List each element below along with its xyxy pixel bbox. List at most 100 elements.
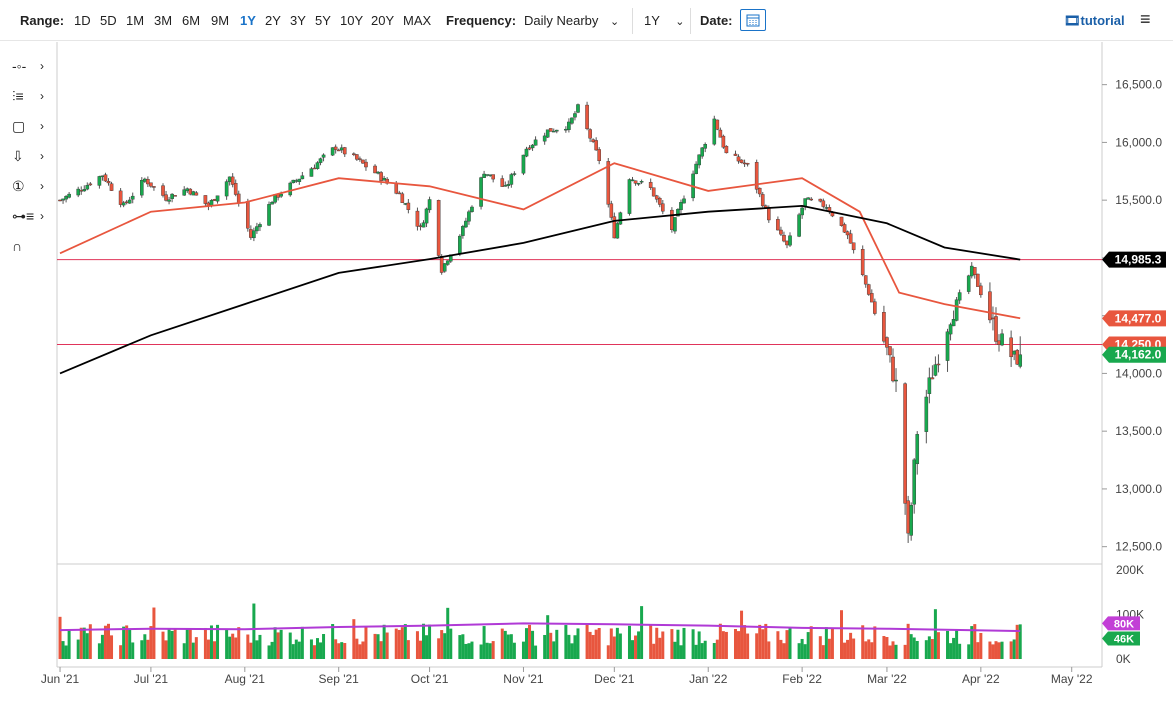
volume-bar — [700, 643, 704, 659]
tutorial-link[interactable]: 🎞︎tutorial — [1064, 13, 1125, 29]
candle-body — [270, 202, 274, 205]
range-button-1m[interactable]: 1M — [126, 13, 145, 28]
range-button-5y[interactable]: 5Y — [315, 13, 331, 28]
candle-body — [130, 195, 135, 200]
volume-bar — [216, 624, 220, 659]
candle-body — [948, 324, 953, 335]
candle-body — [651, 187, 656, 197]
range-button-3y[interactable]: 3Y — [290, 13, 306, 28]
measure-tool[interactable]: ⊶≡ › — [12, 208, 52, 230]
y-tick-label: 16,000.0 — [1115, 135, 1162, 149]
candle-body — [161, 185, 165, 196]
volume-bar — [843, 642, 847, 659]
period-select[interactable]: 1Y ⌄ — [644, 13, 685, 28]
volume-bar — [379, 641, 383, 659]
volume-bar — [122, 626, 126, 659]
candle-body — [882, 312, 886, 342]
range-button-20y[interactable]: 20Y — [371, 13, 395, 28]
volume-bar — [443, 633, 447, 659]
candle-body — [994, 316, 998, 342]
volume-bar — [237, 627, 241, 659]
volume-bar — [994, 641, 998, 659]
volume-bar — [585, 624, 589, 659]
volume-bar — [64, 645, 68, 659]
x-tick-label: Jan '22 — [689, 672, 728, 686]
volume-bar — [294, 639, 298, 659]
candle-body — [785, 240, 789, 246]
film-icon: 🎞︎ — [1064, 13, 1081, 28]
range-button-1d[interactable]: 1D — [74, 13, 91, 28]
x-tick-label: May '22 — [1051, 672, 1093, 686]
hamburger-icon[interactable]: ≡ — [1140, 9, 1151, 29]
candle-body — [397, 192, 402, 195]
range-button-9m[interactable]: 9M — [211, 13, 230, 28]
range-button-10y[interactable]: 10Y — [340, 13, 364, 28]
volume-bar — [800, 638, 804, 659]
candle-body — [733, 153, 738, 156]
volume-bar — [191, 642, 195, 659]
volume-bar — [891, 641, 895, 659]
candle-body — [258, 224, 262, 228]
line-tool[interactable]: -◦- › — [12, 58, 52, 80]
volume-bar — [464, 643, 468, 659]
candle-body — [745, 163, 750, 165]
volume-bar — [606, 645, 610, 659]
volume-bar — [724, 631, 728, 659]
candle-body — [294, 180, 299, 182]
volume-bar — [909, 634, 913, 659]
frequency-select[interactable]: Daily Nearby ⌄ — [524, 13, 619, 28]
candle-body — [267, 204, 271, 226]
volume-bar — [503, 630, 507, 659]
volume-bar — [273, 627, 277, 659]
candle-body — [700, 147, 704, 157]
candle-body — [851, 242, 856, 251]
arrow-tool[interactable]: ⇩ › — [12, 148, 52, 170]
rectangle-tool[interactable]: ▢ › — [12, 118, 52, 140]
volume-bar — [840, 610, 844, 659]
volume-bar — [867, 639, 871, 659]
range-button-1y[interactable]: 1Y — [240, 13, 256, 28]
candle-body — [570, 117, 574, 124]
fib-tool[interactable]: ⫶≡ › — [12, 88, 52, 110]
volume-bar — [809, 626, 813, 659]
volume-bar — [946, 630, 950, 659]
candle-body — [82, 189, 87, 192]
volume-bar — [930, 639, 934, 659]
candle-body — [618, 212, 623, 225]
annotation-tool-icon: ① — [12, 178, 25, 194]
volume-bar — [267, 645, 271, 659]
volume-bar — [385, 632, 389, 659]
price-chart[interactable]: 16,500.016,000.015,500.015,000.014,500.0… — [0, 42, 1173, 701]
candle-body — [845, 231, 850, 236]
candle-body — [736, 156, 741, 162]
candle-body — [718, 129, 723, 138]
calendar-button[interactable] — [740, 9, 766, 31]
candle-body — [233, 183, 238, 195]
range-button-2y[interactable]: 2Y — [265, 13, 281, 28]
volume-bar — [631, 640, 635, 659]
magnet-tool[interactable]: ∩ — [12, 238, 52, 260]
volume-bar — [437, 638, 441, 659]
range-button-5d[interactable]: 5D — [100, 13, 117, 28]
candle-body — [252, 230, 256, 239]
candle-body — [246, 201, 250, 229]
range-button-6m[interactable]: 6M — [182, 13, 201, 28]
volume-bar — [864, 641, 868, 659]
candle-body — [1012, 350, 1016, 355]
volume-bar — [634, 635, 638, 659]
candle-body — [394, 183, 399, 194]
volume-bar — [588, 631, 592, 659]
annotation-tool[interactable]: ① › — [12, 178, 52, 200]
range-button-max[interactable]: MAX — [403, 13, 432, 28]
tutorial-label: tutorial — [1080, 13, 1125, 28]
volume-tick-label: 0K — [1116, 652, 1131, 666]
volume-bar — [524, 628, 528, 659]
volume-bar — [573, 635, 577, 659]
candle-body — [300, 175, 305, 180]
candle-body — [255, 226, 259, 232]
range-button-3m[interactable]: 3M — [154, 13, 173, 28]
candle-body — [352, 153, 356, 155]
volume-tick-label: 200K — [1116, 563, 1144, 577]
candle-body — [842, 224, 847, 233]
volume-bar — [355, 638, 359, 659]
